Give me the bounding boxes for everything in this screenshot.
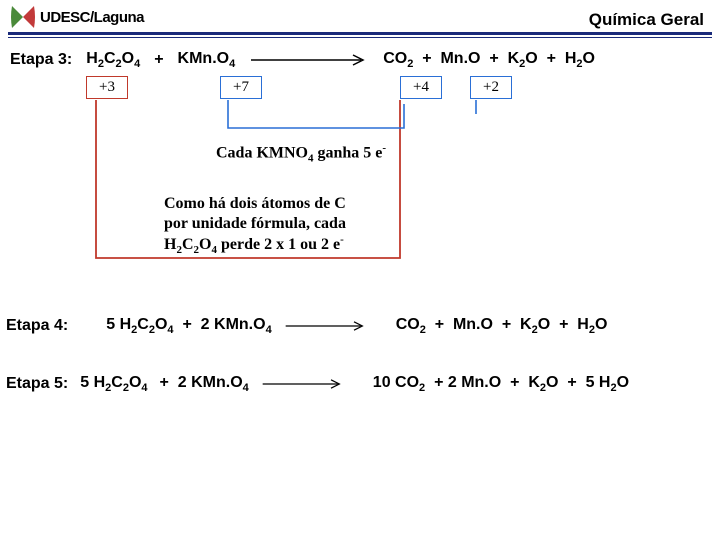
etapa3-equation: Etapa 3: H2C2O4 + KMn.O4 CO2 + Mn.O + K2… <box>10 50 710 70</box>
etapa3-products: CO2 + Mn.O + K2O + H2O <box>383 50 595 70</box>
etapa5-lhs: 5 H2C2O4 <box>80 374 147 394</box>
etapa4-lhs: 5 H2C2O4 + 2 KMn.O4 <box>106 316 271 336</box>
nox-box-1: +3 <box>86 76 128 99</box>
header-rule-thick <box>8 32 712 35</box>
etapa5-label: Etapa 5: <box>6 375 68 393</box>
reaction-arrow-icon <box>249 53 369 67</box>
etapa3-reagent2: KMn.O4 <box>178 50 236 70</box>
reaction-arrow-icon <box>261 377 361 391</box>
reaction-arrow-icon <box>284 319 384 333</box>
logo-icon <box>10 4 36 30</box>
nox-value-3: +4 <box>413 79 429 95</box>
nox-box-4: +2 <box>470 76 512 99</box>
etapa4-rhs: CO2 + Mn.O + K2O + H2O <box>396 316 608 336</box>
course-title: Química Geral <box>589 10 710 30</box>
caption-lose: Como há dois átomos de C por unidade fór… <box>164 194 346 258</box>
nox-box-3: +4 <box>400 76 442 99</box>
etapa5-mid: + 2 KMn.O4 <box>160 374 249 394</box>
etapa4-label: Etapa 4: <box>6 317 68 335</box>
header: UDESC/Laguna Química Geral <box>0 0 720 32</box>
caption-gain: Cada KMNO4 ganha 5 e- <box>216 142 386 165</box>
nox-value-4: +2 <box>483 79 499 95</box>
nox-value-2: +7 <box>233 79 249 95</box>
caption-lose-line1: Como há dois átomos de C <box>164 195 346 212</box>
etapa4-equation: Etapa 4: 5 H2C2O4 + 2 KMn.O4 CO2 + Mn.O … <box>6 316 607 336</box>
etapa5-equation: Etapa 5: 5 H2C2O4 + 2 KMn.O4 10 CO2 + 2 … <box>6 374 629 394</box>
institution-name: UDESC/Laguna <box>40 9 144 26</box>
nox-box-2: +7 <box>220 76 262 99</box>
etapa3-reagent1: H2C2O4 <box>86 50 140 70</box>
content: Etapa 3: H2C2O4 + KMn.O4 CO2 + Mn.O + K2… <box>0 38 720 114</box>
oxidation-number-row: +3 +7 +4 +2 <box>10 76 710 106</box>
logo-block: UDESC/Laguna <box>10 4 144 30</box>
plus-sign: + <box>154 51 163 69</box>
caption-lose-line3: H2C2O4 perde 2 x 1 ou 2 e- <box>164 236 344 253</box>
caption-lose-line2: por unidade fórmula, cada <box>164 215 346 232</box>
etapa3-label: Etapa 3: <box>10 51 72 69</box>
nox-value-1: +3 <box>99 79 115 95</box>
etapa5-rhs: 10 CO2 + 2 Mn.O + K2O + 5 H2O <box>373 374 629 394</box>
